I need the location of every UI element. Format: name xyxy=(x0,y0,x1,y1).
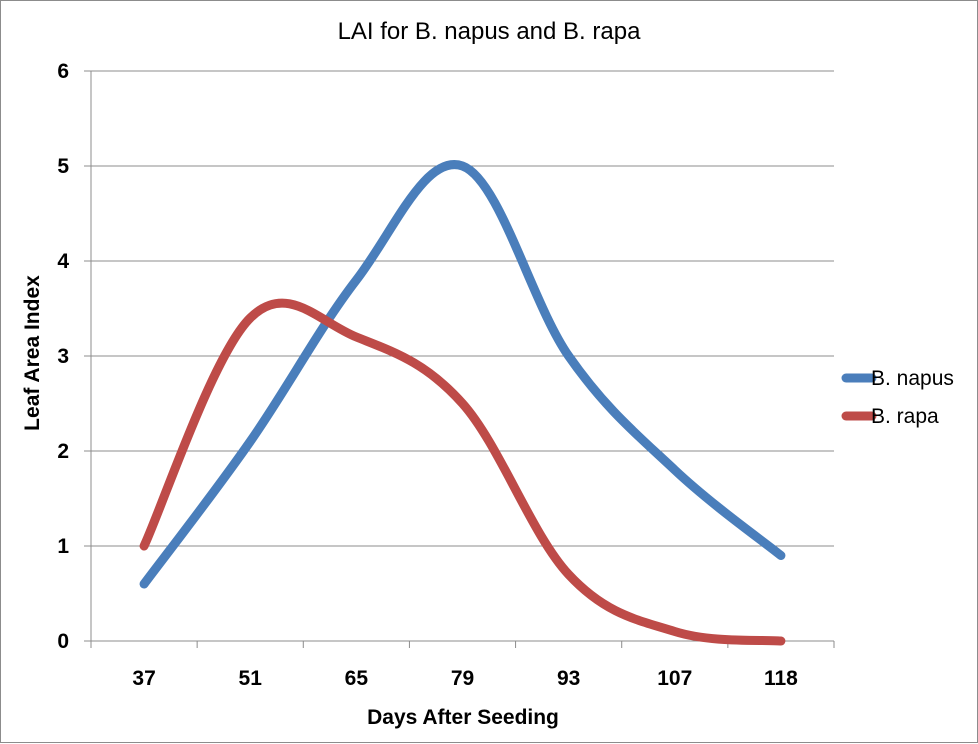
x-tick-label: 37 xyxy=(132,667,155,690)
legend-item-b-napus: B. napus xyxy=(841,367,954,390)
chart-title: LAI for B. napus and B. rapa xyxy=(338,18,642,45)
x-axis-title: Days After Seeding xyxy=(367,706,559,729)
y-tick-label: 3 xyxy=(57,345,69,368)
legend-label: B. rapa xyxy=(871,405,939,428)
x-tick-label: 65 xyxy=(345,667,369,690)
x-tick-label: 93 xyxy=(557,667,580,690)
y-tick-label: 0 xyxy=(57,630,69,653)
y-tick-label: 6 xyxy=(57,60,69,83)
series-line-b-napus xyxy=(139,160,786,589)
legend-label: B. napus xyxy=(871,367,954,390)
series-lines xyxy=(139,160,786,646)
x-tick-label: 51 xyxy=(239,667,263,690)
x-tick-label: 118 xyxy=(764,667,798,690)
gridlines xyxy=(91,70,834,547)
y-tick-label: 1 xyxy=(57,535,69,558)
legend-item-b-rapa: B. rapa xyxy=(841,405,939,428)
y-tick-label: 4 xyxy=(57,250,69,273)
x-tick-label: 79 xyxy=(451,667,474,690)
y-tick-label: 2 xyxy=(57,440,69,463)
axes: 0 1 2 3 4 5 6 37 51 65 79 93 107 118 xyxy=(57,60,835,690)
series-line-b-rapa xyxy=(139,298,786,646)
x-tick-label: 107 xyxy=(657,667,692,690)
legend: B. napus B. rapa xyxy=(841,367,954,428)
y-tick-label: 5 xyxy=(57,155,69,178)
y-axis-title: Leaf Area Index xyxy=(21,275,44,431)
